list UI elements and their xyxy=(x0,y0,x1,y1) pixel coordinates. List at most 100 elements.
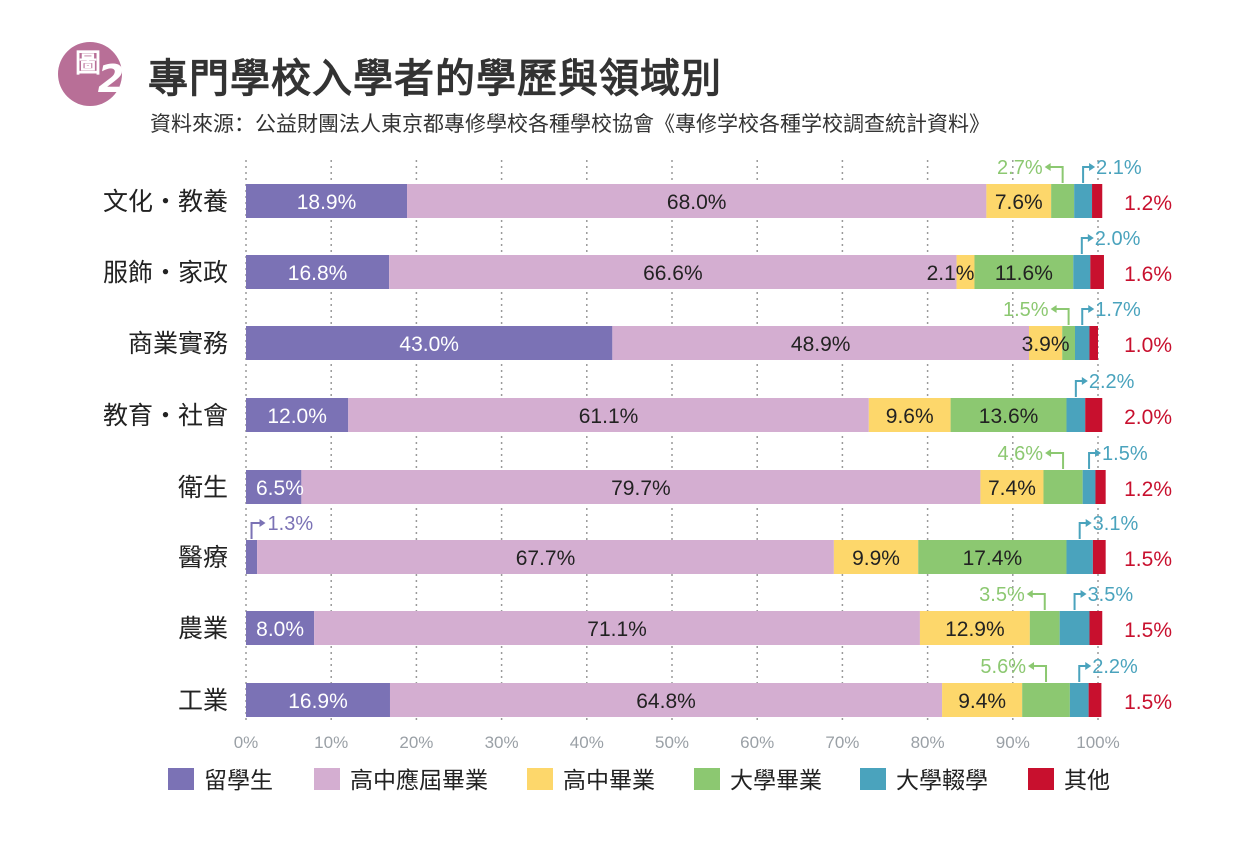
legend-label: 留學生 xyxy=(204,767,273,793)
data-label-new-grad: 79.7% xyxy=(611,477,671,500)
data-label-intl: 8.0% xyxy=(256,618,304,641)
data-label-other: 1.2% xyxy=(1124,478,1172,501)
category-label: 文化・教養 xyxy=(103,188,228,216)
x-tick-label: 60% xyxy=(740,733,774,752)
bar-segment xyxy=(348,398,869,432)
callout-line xyxy=(250,522,262,539)
bar-segment xyxy=(833,540,919,574)
bar-segment xyxy=(918,540,1067,574)
bar-segment xyxy=(301,470,981,504)
legend-swatch xyxy=(168,768,194,790)
legend-swatch xyxy=(860,768,886,790)
bar-segment xyxy=(389,255,957,289)
data-label-new-grad: 61.1% xyxy=(579,405,639,428)
callout-arrow xyxy=(1026,590,1033,598)
callout-arrow xyxy=(1085,662,1092,670)
bar-segment xyxy=(389,683,943,717)
callout-line xyxy=(1078,665,1088,682)
data-label-hs: 9.4% xyxy=(958,690,1006,713)
callout-line xyxy=(1054,308,1070,325)
bar-segment xyxy=(407,184,987,218)
bar-segment xyxy=(980,470,1044,504)
bar-segment xyxy=(1088,683,1102,717)
x-tick-label: 70% xyxy=(825,733,859,752)
data-label-hs: 3.9% xyxy=(1022,333,1070,356)
callout-arrow xyxy=(1028,662,1035,670)
bar-segment xyxy=(1066,540,1093,574)
callout-arrow xyxy=(1089,163,1096,171)
category-label: 工業 xyxy=(178,687,228,715)
callout-line xyxy=(1078,522,1088,539)
data-label-grad: 1.5% xyxy=(1003,299,1049,321)
bar-segment xyxy=(942,683,1023,717)
bar-segment xyxy=(950,398,1067,432)
bar-segment xyxy=(1074,326,1090,360)
bar-segment xyxy=(246,326,613,360)
data-label-hs: 9.9% xyxy=(852,547,900,570)
data-label-intl: 16.9% xyxy=(288,690,348,713)
category-label: 商業實務 xyxy=(128,330,228,358)
category-label: 衛生 xyxy=(178,474,228,502)
legend-swatch xyxy=(1028,768,1054,790)
chart-source: 資料來源：公益財團法人東京都專修學校各種學校協會《專修学校各種学校調查統計資料》 xyxy=(150,112,990,136)
callout-arrow xyxy=(1088,305,1095,313)
chart-title: 專門學校入學者的學歷與領域別 xyxy=(148,56,722,102)
data-label-other: 1.2% xyxy=(1124,192,1172,215)
bar-segment xyxy=(1028,326,1063,360)
data-label-dropout: 2.0% xyxy=(1095,228,1141,250)
bar-segment xyxy=(246,184,408,218)
bar-segment xyxy=(1085,398,1103,432)
data-label-grad: 4.6% xyxy=(997,443,1043,465)
bar-segment xyxy=(246,683,390,717)
callout-arrow xyxy=(1080,590,1087,598)
data-label-grad: 2.7% xyxy=(997,157,1043,179)
bar-segment xyxy=(1092,540,1106,574)
data-label-other: 1.5% xyxy=(1124,548,1172,571)
category-label: 醫療 xyxy=(178,544,228,572)
bar-segment xyxy=(1092,184,1103,218)
callout-line xyxy=(1032,665,1048,682)
bar-segment xyxy=(612,326,1029,360)
data-label-intl: 43.0% xyxy=(399,333,459,356)
category-label: 農業 xyxy=(178,615,228,643)
callout-arrow xyxy=(1045,449,1052,457)
x-tick-label: 30% xyxy=(485,733,519,752)
callout-line xyxy=(1082,166,1092,183)
bar-segment xyxy=(257,540,834,574)
callout-arrow xyxy=(1095,449,1102,457)
data-label-new-grad: 67.7% xyxy=(516,547,576,570)
data-label-grad: 11.6% xyxy=(995,262,1053,285)
bar-segment xyxy=(1069,683,1089,717)
data-label-intl: 1.3% xyxy=(268,513,314,535)
bar-segment xyxy=(1066,398,1086,432)
bar-segment xyxy=(1059,611,1090,645)
bar-segment xyxy=(868,398,951,432)
legend-swatch xyxy=(314,768,340,790)
category-label: 教育・社會 xyxy=(103,402,228,430)
data-label-dropout: 3.1% xyxy=(1093,513,1139,535)
bar-segment xyxy=(1062,326,1075,360)
data-label-new-grad: 66.6% xyxy=(643,262,703,285)
callout-line xyxy=(1074,380,1084,397)
data-label-hs: 7.4% xyxy=(988,477,1036,500)
bar-segment xyxy=(1089,611,1103,645)
data-label-intl: 18.9% xyxy=(297,191,357,214)
data-label-new-grad: 71.1% xyxy=(587,618,647,641)
data-label-grad: 5.6% xyxy=(980,656,1026,678)
data-label-hs: 2.1% xyxy=(927,262,975,285)
bar-segment xyxy=(246,255,390,289)
bar-segment xyxy=(1029,611,1060,645)
data-label-intl: 12.0% xyxy=(267,405,327,428)
callout-arrow xyxy=(1085,519,1092,527)
bar-segment xyxy=(1074,184,1093,218)
x-tick-label: 90% xyxy=(996,733,1030,752)
callout-arrow xyxy=(259,519,266,527)
data-label-new-grad: 64.8% xyxy=(636,690,696,713)
legend-label: 高中應屆畢業 xyxy=(350,767,488,793)
data-label-intl: 6.5% xyxy=(256,477,304,500)
data-label-hs: 7.6% xyxy=(995,191,1043,214)
callout-arrow xyxy=(1081,377,1088,385)
data-label-other: 2.0% xyxy=(1124,406,1172,429)
bar-segment xyxy=(974,255,1074,289)
